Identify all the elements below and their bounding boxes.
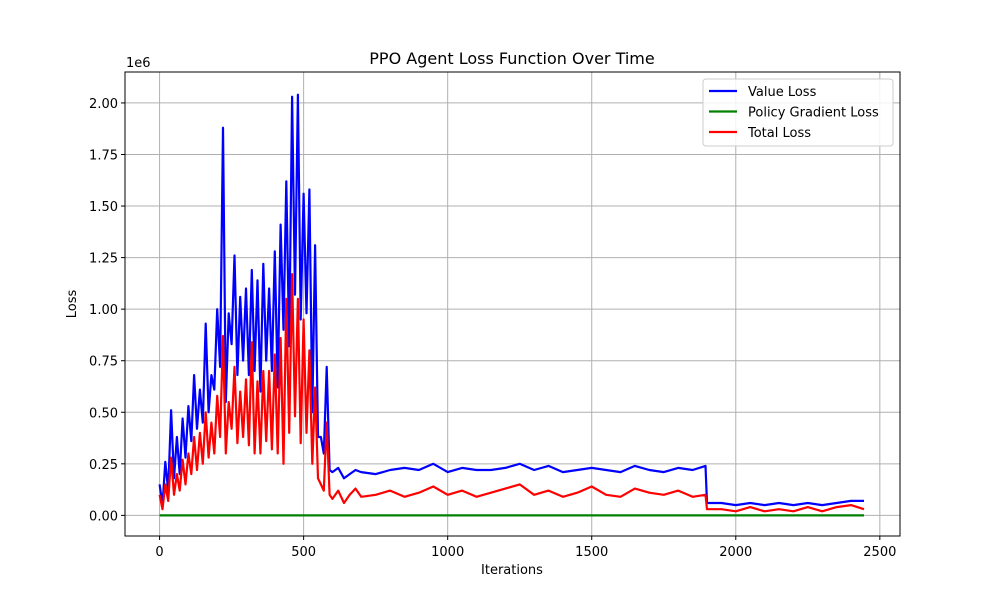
x-tick-label: 2500	[863, 545, 896, 560]
y-tick-label: 1.25	[89, 252, 118, 267]
legend-box	[702, 78, 894, 147]
axes-frame	[124, 71, 901, 537]
x-tick-label: 500	[291, 545, 316, 560]
y-tick-label: 1.50	[89, 200, 118, 215]
chart-title: PPO Agent Loss Function Over Time	[369, 49, 654, 68]
y-tick-label: 0.75	[89, 355, 118, 370]
x-axis-label: Iterations	[481, 563, 543, 578]
y-tick-label: 0.00	[89, 509, 118, 524]
x-tick-label: 0	[155, 545, 163, 560]
legend: Value Loss Policy Gradient Loss Total Loss	[702, 78, 894, 147]
y-tick-label: 1.75	[89, 148, 118, 163]
y-tick-label: 0.25	[89, 458, 118, 473]
y-tick-label: 2.00	[89, 97, 118, 112]
plot-lines	[158, 93, 865, 517]
y-tick-label: 1.00	[89, 303, 118, 318]
y-axis-label: Loss	[65, 290, 80, 319]
legend-label: Value Loss	[748, 85, 817, 100]
x-tick-label: 1500	[575, 545, 608, 560]
y-offset-text: 1e6	[126, 56, 151, 71]
x-tick-label: 2000	[719, 545, 752, 560]
series-line-value-loss	[158, 93, 864, 507]
x-tick-label: 1000	[431, 545, 464, 560]
y-tick-label: 0.50	[89, 406, 118, 421]
ticks: 0 500 1000 1500 2000 2500 0.00 0.25 0.50 0.75 1.00…	[89, 97, 896, 560]
legend-label: Policy Gradient Loss	[748, 106, 879, 121]
series-line-total-loss	[158, 273, 865, 513]
legend-label: Total Loss	[747, 126, 811, 141]
